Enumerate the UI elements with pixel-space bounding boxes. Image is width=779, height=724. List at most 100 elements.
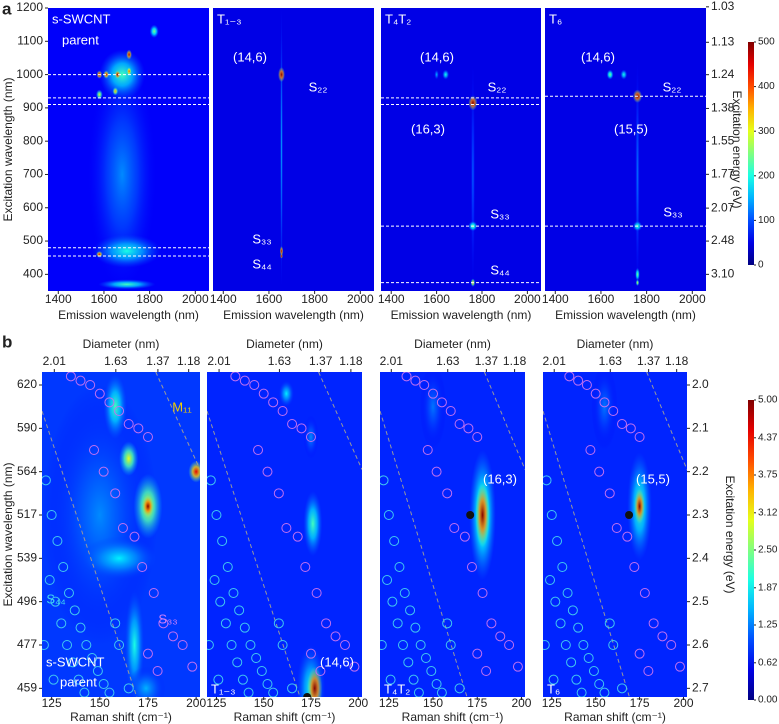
x2-tick-label: 1.63 <box>104 354 128 368</box>
x-tick-label: 200 <box>673 696 693 710</box>
guide-line <box>207 410 301 697</box>
x-tick-label: 200 <box>511 696 531 710</box>
annotation: M₁₁ <box>172 399 192 414</box>
assignment-marker <box>481 666 492 676</box>
x-tick-label: 150 <box>423 696 443 710</box>
x2-axis-label: Diameter (nm) <box>577 337 654 351</box>
annotation: (14,6) <box>420 49 454 64</box>
subplot-title: s-SWCNT <box>46 654 105 669</box>
y-tick-label: 800 <box>23 133 43 147</box>
x-axis-label: Raman shift (cm⁻¹) <box>402 710 504 724</box>
assignment-marker <box>394 562 405 572</box>
assignment-marker <box>419 380 430 390</box>
heatmap-spot <box>635 57 640 291</box>
heatmap-spot <box>126 67 132 76</box>
x-tick-label: 1600 <box>256 292 283 306</box>
heatmap-spot <box>280 253 283 259</box>
assignment-marker <box>277 406 288 416</box>
y-tick-label: 564 <box>17 464 37 478</box>
assignment-marker <box>466 562 477 572</box>
assignment-marker <box>292 531 303 542</box>
heatmap-spot <box>475 482 490 548</box>
assignment-marker <box>495 631 506 642</box>
assignment-marker <box>114 406 125 416</box>
assignment-marker <box>281 523 292 533</box>
assignment-marker <box>401 372 412 382</box>
subplot-title: T₄T₂ <box>385 11 411 26</box>
heatmap-spot <box>114 70 121 79</box>
assignment-marker <box>629 562 640 572</box>
assignment-marker <box>599 397 610 408</box>
subplot-title: T₁₋₃ <box>211 681 235 696</box>
assignment-marker <box>657 631 668 642</box>
assignment-marker <box>583 653 594 663</box>
assignment-marker <box>578 640 589 650</box>
heatmap-spot <box>92 234 162 268</box>
assignment-marker <box>410 375 421 386</box>
heatmap-spot <box>99 49 146 100</box>
assignment-marker <box>85 380 96 390</box>
heatmap <box>543 372 687 697</box>
assignment-marker <box>98 466 109 477</box>
assignment-marker <box>382 575 393 585</box>
assignment-marker <box>397 640 408 650</box>
assignment-marker <box>431 466 442 477</box>
y2-tick-label: 2.3 <box>692 507 709 521</box>
annotation: S₄₄ <box>490 262 509 277</box>
y2-tick-label: 2.4 <box>692 551 709 565</box>
subplot-title: parent <box>62 32 99 47</box>
x2-tick-label: 2.01 <box>380 354 404 368</box>
assignment-marker <box>56 618 67 629</box>
assignment-marker <box>239 622 250 633</box>
x-tick-label: 200 <box>186 696 206 710</box>
colorbar-tick-label: 4.37 <box>758 432 778 443</box>
assignment-marker <box>65 372 76 382</box>
assignment-marker <box>58 562 69 572</box>
assignment-marker <box>117 523 128 533</box>
annotation: S₃₃ <box>158 611 177 626</box>
assignment-marker <box>46 510 57 520</box>
heatmap-spot <box>470 57 476 291</box>
assignment-marker <box>114 640 125 650</box>
annotation: S₄₄ <box>46 591 65 606</box>
x2-tick-label: 1.37 <box>146 354 170 368</box>
guide-line <box>42 410 138 697</box>
assignment-marker <box>567 605 578 616</box>
x-tick-label: 150 <box>90 696 110 710</box>
assignment-marker <box>431 679 442 689</box>
assignment-marker <box>277 640 288 650</box>
annotation: S₂₂ <box>488 79 507 94</box>
x-tick-label: 175 <box>138 696 158 710</box>
assignment-marker <box>148 588 159 598</box>
assignment-marker <box>454 683 465 694</box>
annotation: S₂₂ <box>309 79 328 94</box>
x2-tick-label: 1.63 <box>599 354 623 368</box>
assignment-marker <box>562 588 573 598</box>
assignment-marker <box>213 674 224 685</box>
assignment-marker <box>311 588 322 598</box>
assignment-marker <box>405 605 416 616</box>
heatmap-spot <box>303 415 319 459</box>
x-tick-label: 2000 <box>347 292 374 306</box>
assignment-marker <box>585 445 596 455</box>
annotation: (14,6) <box>320 654 354 669</box>
assignment-marker <box>123 419 134 429</box>
y2-tick-label: 2.7 <box>692 681 709 695</box>
assignment-marker <box>555 618 566 629</box>
assignment-marker <box>604 618 615 629</box>
annotation: (15,5) <box>614 121 648 136</box>
assignment-marker <box>253 445 264 455</box>
y-tick-label: 500 <box>23 233 43 247</box>
assignment-marker <box>634 432 645 442</box>
panel-label: b <box>2 332 12 351</box>
assignment-marker <box>251 653 262 663</box>
assignment-marker <box>472 648 483 659</box>
y2-tick-label: 1.24 <box>711 67 735 81</box>
colorbar-tick-label: 0 <box>758 260 764 271</box>
x-axis-label: Emission wavelength (nm) <box>58 308 199 322</box>
colorbar-tick-label: 500 <box>758 37 775 48</box>
assignment-marker <box>207 475 216 486</box>
x-tick-label: 125 <box>42 696 62 710</box>
assignment-marker <box>442 488 453 499</box>
assignment-marker <box>262 466 273 477</box>
